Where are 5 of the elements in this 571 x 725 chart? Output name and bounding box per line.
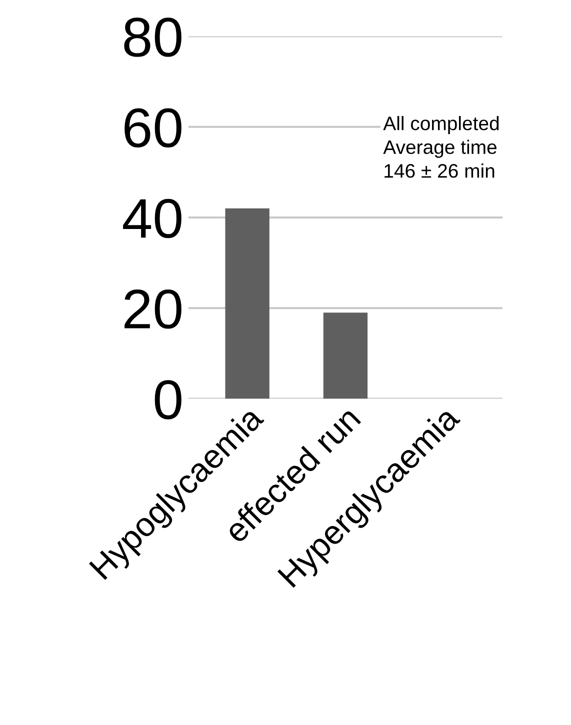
y-tick-label: 80 — [124, 18, 182, 57]
y-tick-label: 40 — [123, 198, 182, 238]
annotation: All completed Average time 146 ± 26 min — [383, 116, 499, 178]
y-tick-label: 60 — [124, 108, 182, 148]
y-tick-label: 20 — [124, 289, 182, 329]
